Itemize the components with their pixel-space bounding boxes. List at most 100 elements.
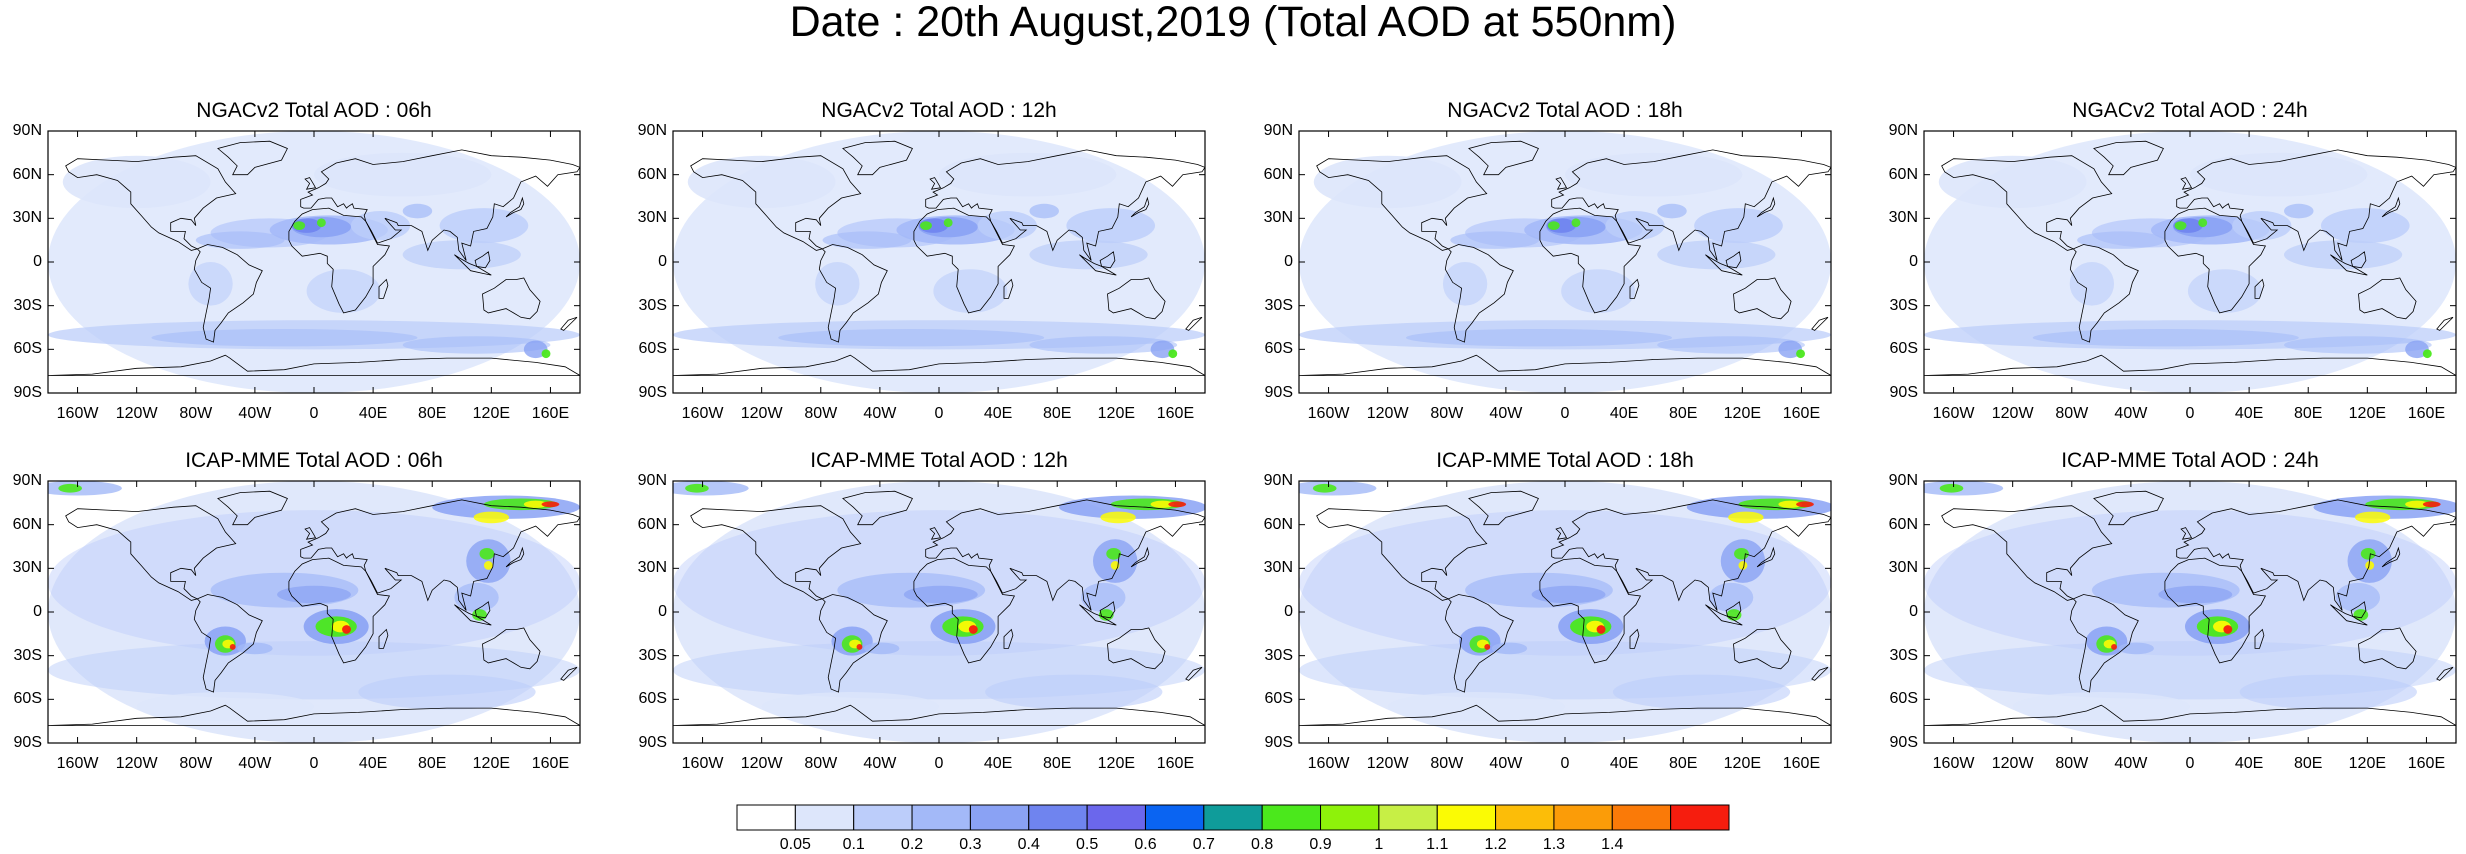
panel-title: ICAP-MME Total AOD : 24h (2061, 449, 2319, 472)
greenland-coastline (217, 140, 288, 176)
panel-title: ICAP-MME Total AOD : 18h (1436, 449, 1694, 472)
aod-field (523, 340, 548, 359)
lat-tick-label: 60S (13, 690, 42, 708)
aod-field (402, 336, 551, 354)
lon-tick-label: 40E (2234, 405, 2264, 422)
lon-tick-label: 80W (2055, 755, 2089, 772)
lat-tick-label: 60N (12, 515, 42, 533)
aod-field (1720, 539, 1766, 583)
north-america-coastline (1941, 155, 2113, 251)
lat-tick-label: 60S (638, 690, 667, 708)
colorbar-swatch (794, 804, 855, 831)
aod-field (2239, 674, 2417, 710)
australia-coastline (1107, 277, 1166, 320)
antarctica-coastline (48, 354, 580, 376)
lon-tick-label: 120E (1097, 755, 1136, 772)
aod-field (350, 211, 411, 241)
aod-field (136, 692, 314, 722)
main-title: Date : 20th August,2019 (Total AOD at 55… (789, 0, 1677, 46)
colorbar-swatch (1320, 804, 1380, 831)
aod-field (2198, 218, 2208, 228)
lon-tick-label: 80W (179, 405, 213, 422)
antarctica-coastline (1299, 704, 1831, 726)
lat-tick-label: 30S (638, 296, 667, 314)
aod-field (1728, 511, 1764, 524)
lon-tick-label: 160E (531, 755, 570, 772)
japan-coastline (1130, 546, 1150, 568)
lat-tick-label: 90S (638, 384, 667, 401)
aod-field (151, 328, 418, 347)
lon-tick-label: 120W (115, 405, 158, 422)
lat-tick-label: 90S (638, 734, 667, 751)
aod-field (314, 152, 492, 197)
aod-field (1100, 511, 1136, 524)
lon-tick-label: 80E (1668, 405, 1698, 422)
colorbar-label: 0.9 (1309, 836, 1332, 853)
colorbar-label: 1.4 (1601, 836, 1624, 853)
lon-tick-label: 80E (1042, 405, 1072, 422)
aod-field (58, 483, 82, 493)
lon-tick-label: 80W (179, 755, 213, 772)
lon-tick-label: 40W (2114, 405, 2148, 422)
lon-tick-label: 80E (2293, 405, 2323, 422)
lat-tick-label: 0 (1284, 603, 1293, 620)
aod-field (2111, 644, 2117, 650)
eurasia-coastline (2176, 149, 2456, 261)
aod-field (1796, 501, 1814, 508)
new-zealand-coastline (1185, 316, 1203, 331)
japan-coastline (1130, 196, 1150, 218)
lon-tick-label: 40W (863, 755, 897, 772)
lat-tick-label: 30N (1888, 559, 1918, 577)
aod-field (1612, 674, 1791, 710)
aod-field (856, 644, 863, 650)
borneo-coastline (474, 251, 491, 269)
lon-tick-label: 0 (2185, 755, 2195, 772)
aod-field (1168, 349, 1178, 359)
japan-coastline (1756, 196, 1776, 218)
lat-tick-label: 60S (1264, 690, 1293, 708)
aod-field (237, 642, 273, 655)
new-zealand-coastline (560, 666, 578, 681)
australia-coastline (482, 627, 541, 670)
lon-tick-label: 120W (115, 755, 158, 772)
uk-coastline (1555, 177, 1568, 190)
indonesia-coastline (454, 254, 492, 276)
aod-field (1734, 547, 1749, 560)
colorbar-label: 0.6 (1134, 836, 1157, 853)
panel-title: NGACv2 Total AOD : 06h (196, 99, 432, 122)
aod-field (815, 262, 860, 306)
south-america-coastline (1444, 594, 1514, 693)
lon-tick-label: 80E (417, 405, 447, 422)
aod-field (943, 218, 953, 228)
aod-field (1778, 340, 1803, 359)
map-panel (1298, 130, 1832, 394)
lat-tick-label: 60N (1888, 515, 1918, 533)
colorbar-label: 1.1 (1426, 836, 1449, 853)
indonesia-coastline (1079, 604, 1117, 626)
japan-coastline (2381, 196, 2401, 218)
north-america-coastline (65, 155, 237, 251)
aod-field (920, 221, 932, 230)
lon-tick-label: 80W (804, 755, 838, 772)
lon-tick-label: 0 (1560, 405, 1570, 422)
aod-field (479, 547, 495, 560)
eurasia-coastline (925, 499, 1205, 611)
aod-field (1657, 240, 1776, 270)
lat-tick-label: 90S (1889, 734, 1918, 751)
uk-coastline (929, 527, 942, 540)
greenland-coastline (1468, 140, 1539, 176)
aod-field (454, 582, 499, 612)
aod-field (2232, 211, 2292, 241)
greenland-coastline (842, 140, 913, 176)
lat-tick-label: 90N (12, 122, 42, 139)
indonesia-coastline (2330, 604, 2368, 626)
aod-field (523, 500, 548, 508)
aod-field (2405, 500, 2429, 508)
lat-tick-label: 60N (637, 515, 667, 533)
lon-tick-label: 120W (740, 755, 783, 772)
lon-tick-label: 40W (238, 755, 272, 772)
lat-tick-label: 90N (637, 122, 667, 139)
aod-field (2365, 561, 2375, 570)
lon-tick-label: 160W (56, 755, 99, 772)
lat-tick-label: 90N (1888, 472, 1918, 489)
